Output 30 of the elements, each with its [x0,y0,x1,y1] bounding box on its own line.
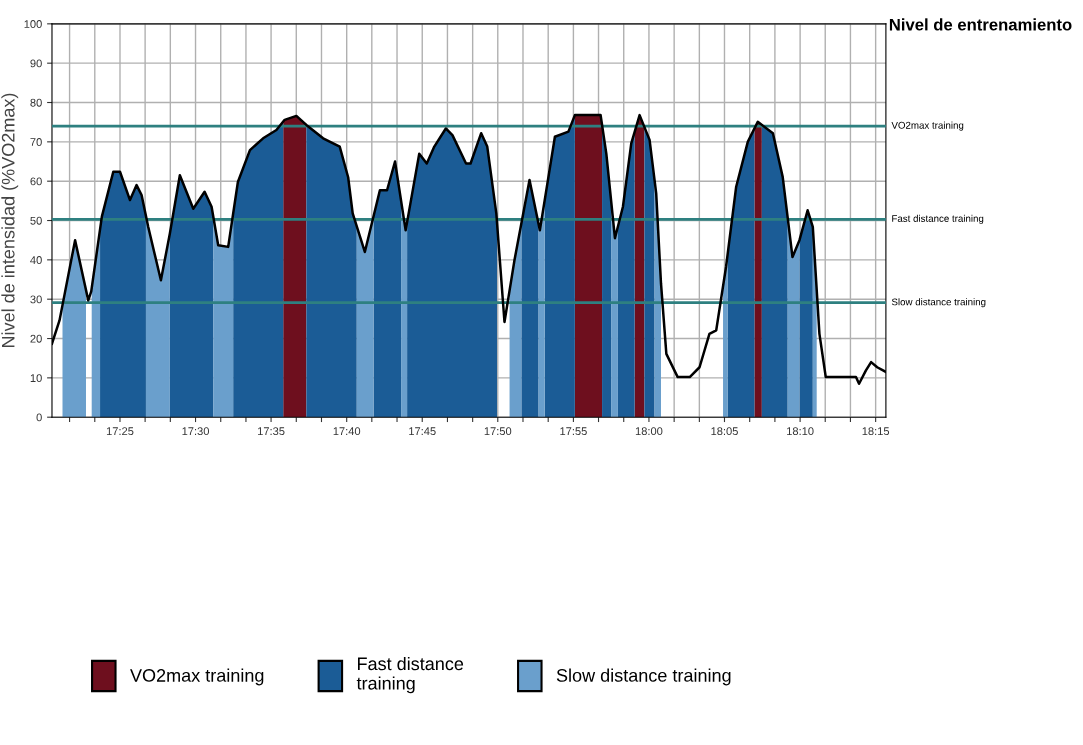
x-tick-label: 17:35 [258,427,285,436]
x-tick-label: 17:40 [333,427,361,436]
y-tick-label: 10 [30,374,42,382]
y-tick-label: 80 [30,98,42,107]
text: Nivel de entrenamiento [889,18,1072,31]
x-tick-label: 17:45 [409,427,436,436]
y-tick-label: 100 [24,20,42,28]
x-tick-label: 17:50 [484,427,512,436]
x-tick-label: 18:15 [862,427,890,436]
y-tick-label: 30 [30,295,42,304]
y-tick-label: 50 [30,216,42,225]
x-tick-label: 18:05 [711,427,738,436]
y-axis-title: Nivel de intensidad (%VO2max) [1,93,19,347]
ref-line-label: VO2max training [891,121,964,131]
legend-label: Slow distance training [556,668,731,686]
x-tick-label: 17:55 [560,427,587,436]
y-tick-label: 60 [30,177,42,186]
legend-label: VO2max training [130,668,264,686]
x-tick-label: 17:25 [106,427,134,436]
ref-line-label: Slow distance training [891,298,986,308]
y-tick-label: 0 [36,413,42,422]
x-tick-label: 17:30 [182,427,209,436]
y-tick-label: 20 [30,334,42,343]
legend-label: Fast distance training [356,656,464,694]
y-tick-label: 70 [30,138,42,146]
ref-line-label: Fast distance training [892,214,984,224]
x-tick-label: 18:10 [787,427,814,436]
x-tick-label: 18:00 [635,427,663,436]
y-tick-label: 90 [30,59,42,68]
y-tick-label: 40 [30,256,42,264]
